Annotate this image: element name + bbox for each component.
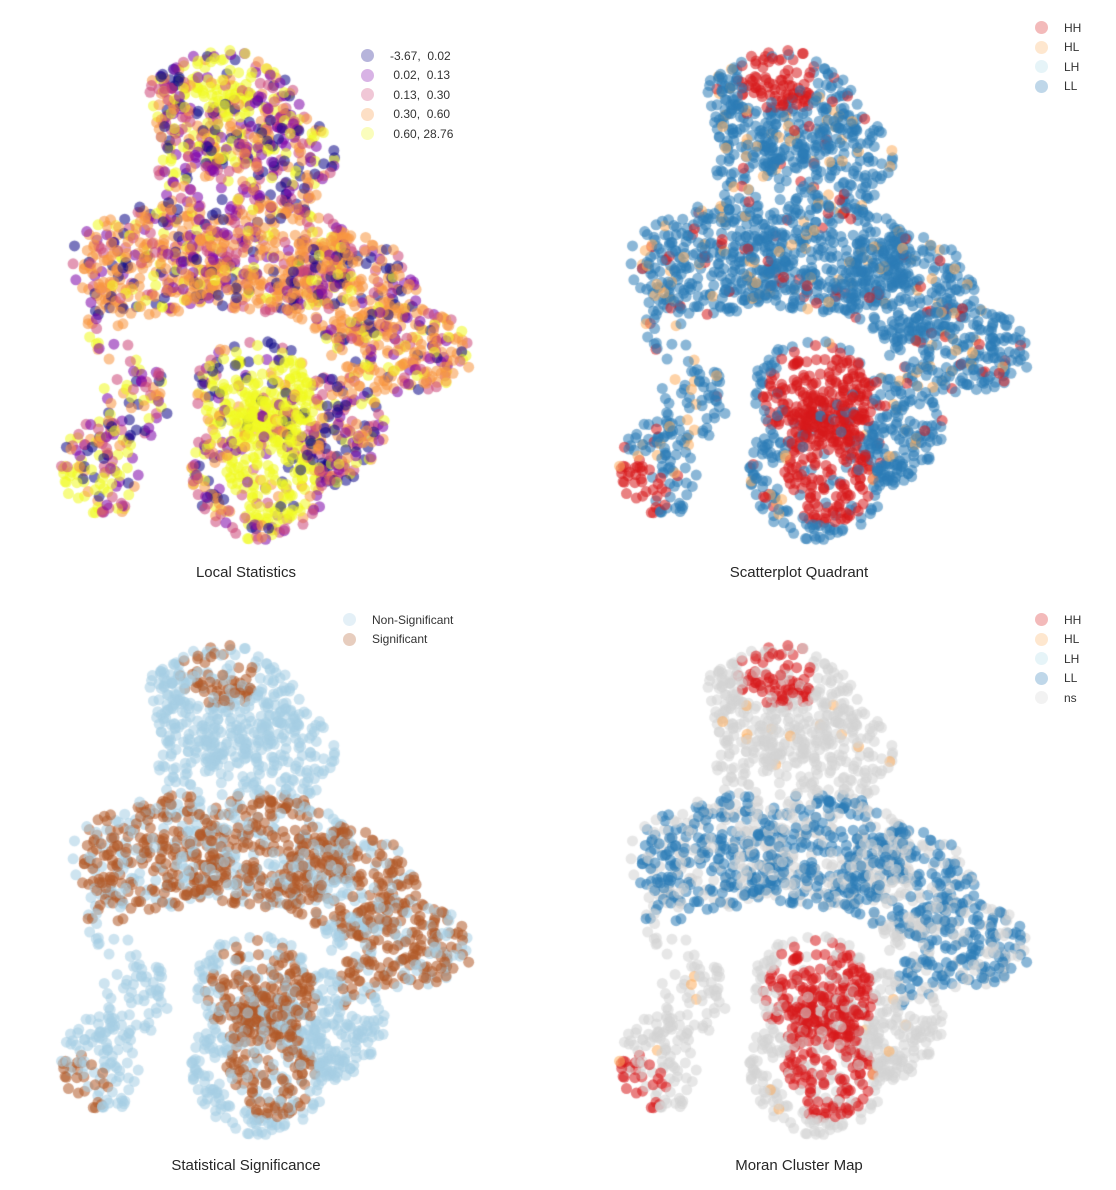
- legend-marker-icon: [1035, 613, 1048, 627]
- legend-item: LH: [1035, 649, 1081, 669]
- legend-item: HL: [1035, 38, 1081, 58]
- legend-label: HL: [1064, 40, 1080, 55]
- legend-item: HH: [1035, 18, 1081, 38]
- legend-marker-icon: [1035, 671, 1048, 685]
- legend-marker-icon: [1035, 40, 1048, 54]
- legend-item: 0.13, 0.30: [361, 85, 453, 105]
- legend-marker-icon: [1035, 632, 1048, 646]
- local-statistics-legend: -3.67, 0.02 0.02, 0.13 0.13, 0.30 0.30, …: [361, 46, 453, 144]
- legend-label: 0.02, 0.13: [390, 68, 451, 83]
- scatterplot-quadrant-panel: HH HL LH LL Scatterplot Quadrant: [558, 0, 1116, 595]
- chart-title: Moran Cluster Map: [735, 1157, 863, 1174]
- legend-item: Significant: [343, 630, 453, 650]
- legend-item: LL: [1035, 669, 1081, 689]
- local-statistics-panel: -3.67, 0.02 0.02, 0.13 0.13, 0.30 0.30, …: [0, 0, 558, 595]
- statistical-significance-panel: Non-Significant Significant Statistical …: [0, 595, 558, 1190]
- statistical-significance-legend: Non-Significant Significant: [343, 610, 453, 649]
- legend-marker-icon: [1035, 60, 1048, 74]
- statistical-significance-scatter-map: [0, 595, 558, 1190]
- legend-label: -3.67, 0.02: [390, 48, 451, 63]
- legend-label: HH: [1064, 20, 1082, 35]
- legend-item: LL: [1035, 77, 1081, 97]
- legend-marker-icon: [1035, 652, 1048, 666]
- chart-title: Statistical Significance: [171, 1157, 321, 1174]
- legend-marker-icon: [361, 49, 374, 63]
- legend-marker-icon: [1035, 691, 1048, 705]
- legend-label: LL: [1064, 79, 1078, 94]
- legend-label: Significant: [372, 632, 428, 647]
- legend-marker-icon: [1035, 21, 1048, 35]
- legend-label: ns: [1064, 690, 1077, 705]
- legend-item: ns: [1035, 688, 1081, 708]
- legend-marker-icon: [1035, 79, 1048, 93]
- legend-marker-icon: [361, 127, 374, 141]
- legend-marker-icon: [361, 107, 374, 121]
- legend-label: Non-Significant: [372, 612, 454, 627]
- scatterplot-quadrant-scatter-map: [558, 0, 1116, 595]
- legend-marker-icon: [343, 613, 356, 627]
- moran-cluster-scatter-map: [558, 595, 1116, 1190]
- legend-marker-icon: [343, 632, 356, 646]
- moran-cluster-legend: HH HL LH LL ns: [1035, 610, 1081, 708]
- legend-label: 0.60, 28.76: [390, 126, 454, 141]
- scatterplot-quadrant-legend: HH HL LH LL: [1035, 18, 1081, 96]
- legend-label: 0.30, 0.60: [390, 107, 451, 122]
- legend-marker-icon: [361, 68, 374, 82]
- legend-label: HH: [1064, 612, 1082, 627]
- legend-item: HH: [1035, 610, 1081, 630]
- legend-item: 0.02, 0.13: [361, 66, 453, 86]
- legend-label: 0.13, 0.30: [390, 87, 451, 102]
- moran-cluster-map-panel: HH HL LH LL ns Moran Cluster Map: [558, 595, 1116, 1190]
- chart-title: Scatterplot Quadrant: [729, 564, 869, 581]
- legend-item: HL: [1035, 630, 1081, 650]
- legend-item: 0.30, 0.60: [361, 105, 453, 125]
- legend-label: LL: [1064, 671, 1078, 686]
- legend-marker-icon: [361, 88, 374, 102]
- legend-label: HL: [1064, 632, 1080, 647]
- legend-label: LH: [1064, 651, 1080, 666]
- legend-label: LH: [1064, 59, 1080, 74]
- legend-item: 0.60, 28.76: [361, 124, 453, 144]
- chart-title: Local Statistics: [195, 564, 297, 581]
- legend-item: Non-Significant: [343, 610, 453, 630]
- legend-item: LH: [1035, 57, 1081, 77]
- local-statistics-scatter-map: [0, 0, 558, 595]
- legend-item: -3.67, 0.02: [361, 46, 453, 66]
